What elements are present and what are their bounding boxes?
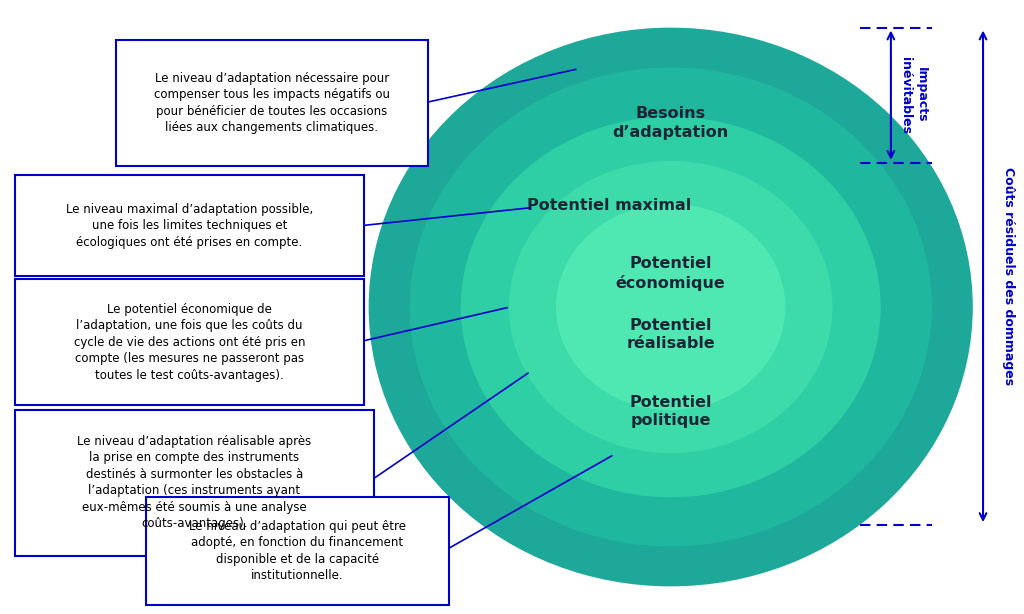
Text: Le niveau d’adaptation qui peut être
adopté, en fonction du financement
disponib: Le niveau d’adaptation qui peut être ado… <box>189 520 406 582</box>
Ellipse shape <box>509 161 833 453</box>
Ellipse shape <box>461 117 881 497</box>
Ellipse shape <box>556 204 785 410</box>
Text: Impacts
inévitables: Impacts inévitables <box>899 56 928 134</box>
Text: Potentiel maximal: Potentiel maximal <box>527 198 691 213</box>
FancyBboxPatch shape <box>146 497 449 605</box>
Text: Potentiel
réalisable: Potentiel réalisable <box>627 318 715 351</box>
Text: Coûts résiduels des dommages: Coûts résiduels des dommages <box>1002 167 1015 386</box>
Text: Le niveau d’adaptation nécessaire pour
compenser tous les impacts négatifs ou
po: Le niveau d’adaptation nécessaire pour c… <box>154 72 390 134</box>
Text: Potentiel
économique: Potentiel économique <box>615 256 726 290</box>
Text: Potentiel
politique: Potentiel politique <box>630 395 712 428</box>
FancyBboxPatch shape <box>15 410 374 556</box>
FancyBboxPatch shape <box>15 279 364 405</box>
Text: Le niveau d’adaptation réalisable après
la prise en compte des instruments
desti: Le niveau d’adaptation réalisable après … <box>78 435 311 530</box>
Ellipse shape <box>410 68 932 546</box>
Ellipse shape <box>369 28 973 586</box>
Text: Le niveau maximal d’adaptation possible,
une fois les limites techniques et
écol: Le niveau maximal d’adaptation possible,… <box>66 203 313 249</box>
FancyBboxPatch shape <box>116 40 428 166</box>
Text: Besoins
d’adaptation: Besoins d’adaptation <box>612 106 729 139</box>
FancyBboxPatch shape <box>15 175 364 276</box>
Text: Le potentiel économique de
l’adaptation, une fois que les coûts du
cycle de vie : Le potentiel économique de l’adaptation,… <box>74 303 305 382</box>
